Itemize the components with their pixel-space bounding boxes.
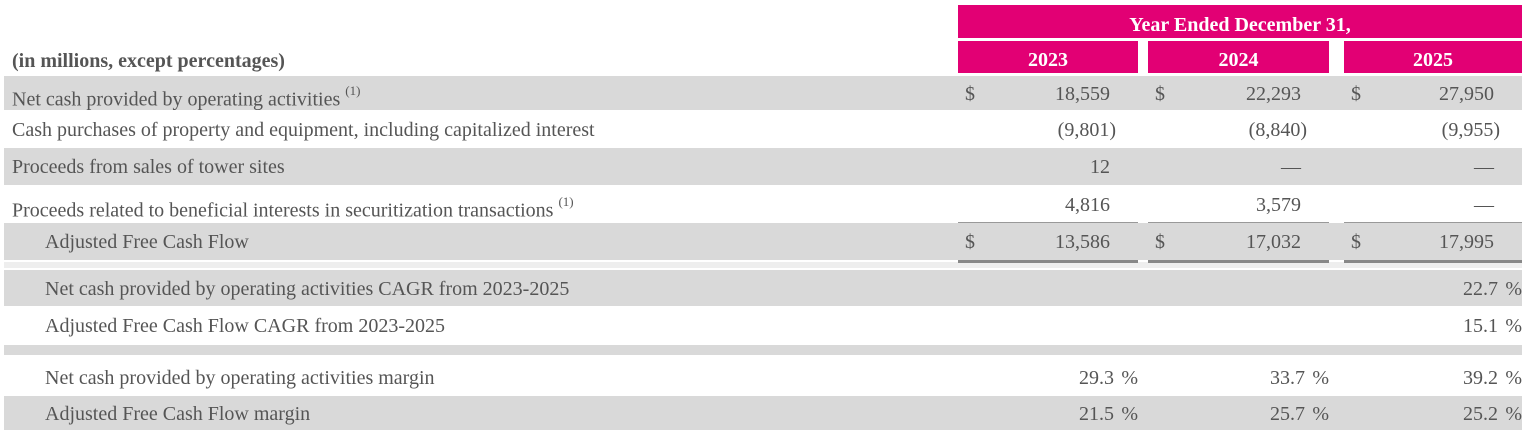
total-double-rule [1344,260,1522,263]
row-label-text: Net cash provided by operating activitie… [12,88,341,111]
separator-band [4,345,1522,355]
footnote-ref: (1) [558,194,574,209]
row-band [4,223,1522,260]
currency-symbol: $ [1155,231,1165,253]
currency-symbol: $ [965,231,975,253]
row-label: Net cash provided by operating activitie… [12,76,360,118]
cell-value: 25.7 [1270,403,1305,425]
total-double-rule [958,260,1138,263]
row-label-text: Adjusted Free Cash Flow CAGR from 2023-2… [45,315,445,337]
cell-value: 39.2 [1463,367,1498,389]
cell-value: 15.1 [1463,315,1498,337]
cell-value: 17,995 [1439,231,1494,253]
cell-value: 18,559 [1055,83,1110,105]
cell-value: 4,816 [1065,194,1110,216]
column-header: 2024 [1148,41,1329,73]
row-label-text: Proceeds related to beneficial interests… [12,199,554,222]
currency-symbol: $ [965,83,975,105]
cell-value: 13,586 [1055,231,1110,253]
row-label: Adjusted Free Cash Flow CAGR from 2023-2… [45,307,445,345]
row-label-text: Net cash provided by operating activitie… [45,278,570,300]
cell-value: 22,293 [1246,83,1301,105]
cell-value: (8,840) [1248,119,1307,141]
total-double-rule [1148,260,1329,263]
row-label: Net cash provided by operating activitie… [45,270,569,308]
column-header: 2025 [1344,41,1522,73]
row-label: Cash purchases of property and equipment… [12,111,595,149]
currency-symbol: $ [1155,83,1165,105]
row-band [4,76,1522,110]
row-label-text: Net cash provided by operating activitie… [45,367,435,389]
row-label: Proceeds related to beneficial interests… [12,186,574,230]
cell-value: 25.2 [1463,403,1498,425]
percent-symbol: % [1312,367,1329,389]
row-label: Proceeds from sales of tower sites [12,148,285,187]
row-label: Net cash provided by operating activitie… [45,360,435,397]
period-header: Year Ended December 31, [958,5,1522,38]
unit-note: (in millions, except percentages) [12,50,285,72]
footnote-ref: (1) [345,83,361,98]
cell-value: — [1474,194,1494,216]
row-band [4,148,1522,185]
row-label-text: Proceeds from sales of tower sites [12,156,285,178]
cell-value: 21.5 [1079,403,1114,425]
percent-symbol: % [1505,315,1522,337]
percent-symbol: % [1505,367,1522,389]
cell-value: — [1281,156,1301,178]
column-header: 2023 [958,41,1138,73]
currency-symbol: $ [1351,83,1361,105]
row-label: Adjusted Free Cash Flow margin [45,396,310,432]
row-label-text: Adjusted Free Cash Flow [45,231,249,253]
cell-value: 22.7 [1463,278,1498,300]
row-band [4,396,1522,430]
row-label-text: Adjusted Free Cash Flow margin [45,403,311,425]
total-rule [958,222,1138,223]
cell-value: 29.3 [1079,367,1114,389]
cell-value: 27,950 [1439,83,1494,105]
total-rule [1148,222,1329,223]
cell-value: 17,032 [1246,231,1301,253]
row-band [4,270,1522,306]
percent-symbol: % [1121,367,1138,389]
cell-value: 33.7 [1270,367,1305,389]
cell-value: (9,955) [1441,119,1500,141]
row-label: Adjusted Free Cash Flow [45,223,249,262]
cell-value: (9,801) [1057,119,1116,141]
separator-band [4,262,1522,268]
cell-value: 12 [1090,156,1110,178]
percent-symbol: % [1121,403,1138,425]
row-label-text: Cash purchases of property and equipment… [12,119,595,141]
cell-value: — [1474,156,1494,178]
total-rule [1344,222,1522,223]
percent-symbol: % [1312,403,1329,425]
currency-symbol: $ [1351,231,1361,253]
percent-symbol: % [1505,278,1522,300]
percent-symbol: % [1505,403,1522,425]
cell-value: 3,579 [1256,194,1301,216]
